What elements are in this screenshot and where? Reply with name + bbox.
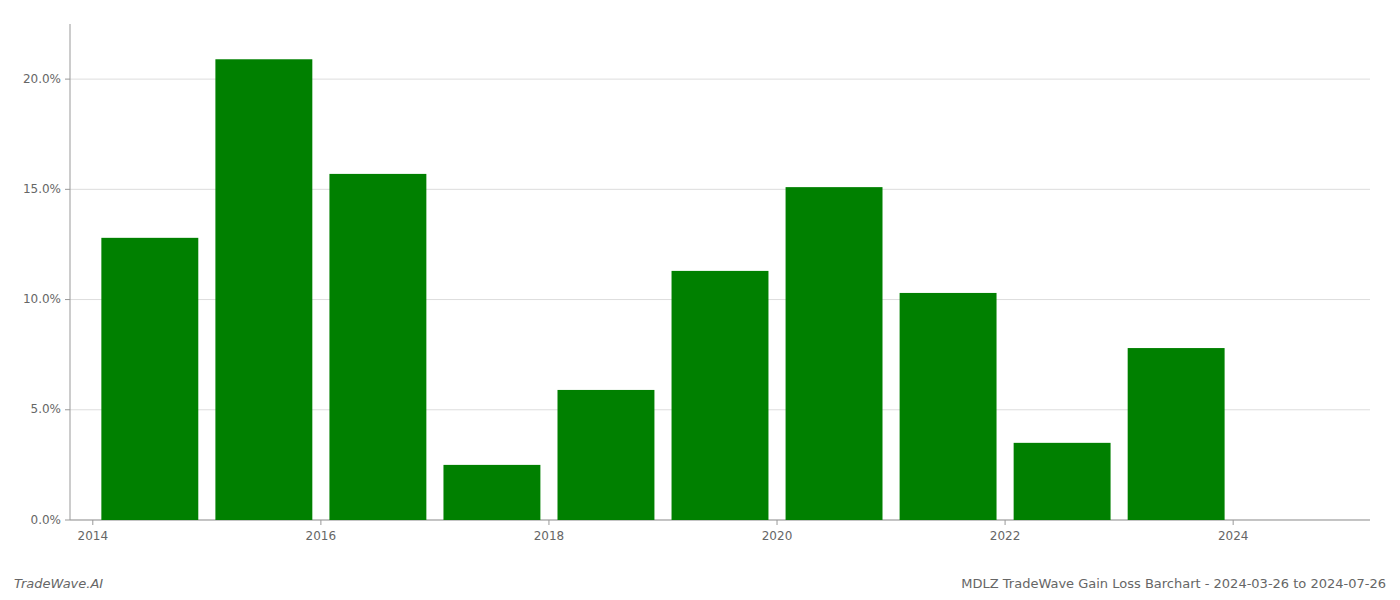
bar xyxy=(101,238,198,520)
x-tick xyxy=(548,520,549,525)
x-tick-label: 2024 xyxy=(1218,529,1249,543)
x-tick-label: 2014 xyxy=(78,529,109,543)
y-tick xyxy=(65,299,70,300)
bar xyxy=(215,59,312,520)
x-tick xyxy=(1005,520,1006,525)
bar xyxy=(1128,348,1225,520)
y-tick xyxy=(65,79,70,80)
y-tick-label: 0.0% xyxy=(31,513,62,527)
bar xyxy=(672,271,769,520)
x-tick-label: 2016 xyxy=(306,529,337,543)
y-tick-label: 10.0% xyxy=(23,292,61,306)
background xyxy=(0,0,1400,600)
y-axis-line xyxy=(70,24,71,520)
footer-left: TradeWave.AI xyxy=(14,576,103,591)
x-tick-label: 2018 xyxy=(534,529,565,543)
y-tick-label: 15.0% xyxy=(23,182,61,196)
y-tick xyxy=(65,409,70,410)
bar xyxy=(900,293,997,520)
footer-right: MDLZ TradeWave Gain Loss Barchart - 2024… xyxy=(961,576,1386,591)
bar xyxy=(558,390,655,520)
x-tick xyxy=(92,520,93,525)
y-tick-label: 20.0% xyxy=(23,72,61,86)
chart-container: 0.0% 5.0% 10.0% 15.0% 20.0% 2014 2016 2018 2020 2… xyxy=(0,0,1400,600)
y-tick xyxy=(65,189,70,190)
axes: 0.0% 5.0% 10.0% 15.0% 20.0% 2014 2016 2018 2020 2… xyxy=(23,24,1370,543)
y-tick-label: 5.0% xyxy=(31,402,62,416)
bars xyxy=(101,59,1224,520)
bar xyxy=(329,174,426,520)
x-tick xyxy=(320,520,321,525)
x-tick xyxy=(777,520,778,525)
y-tick xyxy=(65,520,70,521)
bar xyxy=(1014,443,1111,520)
x-tick-label: 2020 xyxy=(762,529,793,543)
x-tick-label: 2022 xyxy=(990,529,1021,543)
x-tick xyxy=(1233,520,1234,525)
bar xyxy=(443,465,540,520)
chart-svg: 0.0% 5.0% 10.0% 15.0% 20.0% 2014 2016 2018 2020 2… xyxy=(0,0,1400,600)
bar xyxy=(786,187,883,520)
